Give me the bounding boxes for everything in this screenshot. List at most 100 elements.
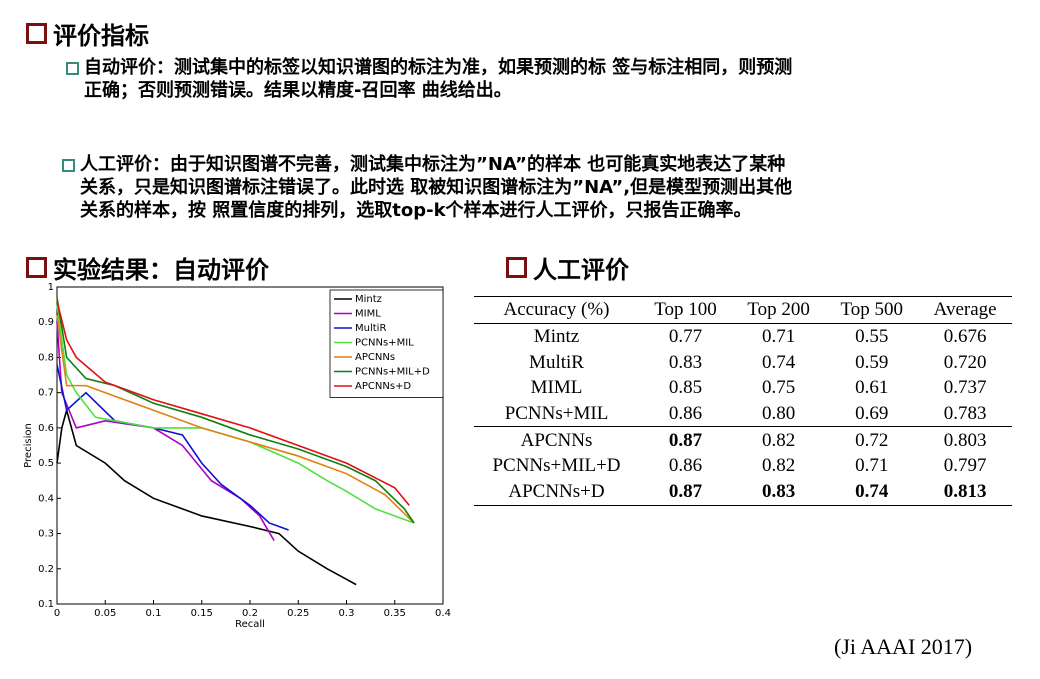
table-row: MIML 0.85 0.75 0.61 0.737 xyxy=(474,375,1012,401)
table-cell: 0.74 xyxy=(762,351,796,373)
table-cell: 0.87 xyxy=(639,426,733,454)
x-tick-label: 0 xyxy=(54,608,60,619)
table-cell: MIML xyxy=(530,377,583,399)
series-line xyxy=(56,315,415,524)
legend-label: PCNNs+MIL xyxy=(355,338,414,349)
table-cell: 0.86 xyxy=(668,403,703,425)
x-tick-label: 0.05 xyxy=(94,608,116,619)
table-row: APCNNs+D 0.87 0.83 0.74 0.813 xyxy=(474,478,1012,506)
table-cell: Top 500 xyxy=(825,296,919,324)
table-cell: 0.86 xyxy=(668,455,703,477)
series-line xyxy=(56,300,410,506)
table-cell: APCNNs+D xyxy=(474,478,639,506)
y-axis-label: Precision xyxy=(23,423,34,468)
bullet: 自动评价：测试集中的标签以知识谱图的标注为准，如果预测的标 签与标注相同，则预测… xyxy=(66,56,793,102)
table-cell: 0.676 xyxy=(943,326,987,348)
bullet-text: 正确；否则预测错误。结果以精度-召回率 曲线给出。 xyxy=(84,80,512,101)
series-line xyxy=(56,322,275,542)
table-row: Accuracy (%) Top 100 Top 200 Top 500 Average xyxy=(474,296,1012,324)
table-cell: MultiR xyxy=(529,351,584,373)
x-tick-label: 0.35 xyxy=(384,608,406,619)
results-table: Accuracy (%) Top 100 Top 200 Top 500 Average… xyxy=(474,296,1012,506)
table-cell: 0.803 xyxy=(918,426,1012,454)
legend-label: MultiR xyxy=(355,323,386,334)
y-tick-label: 0.1 xyxy=(38,599,54,610)
y-tick-label: 0.3 xyxy=(38,529,54,540)
table-cell: 0.75 xyxy=(762,377,796,399)
y-tick-label: 0.5 xyxy=(38,458,54,469)
table-cell: 0.720 xyxy=(943,351,987,373)
table-cell: 0.82 xyxy=(732,426,826,454)
table-cell: Accuracy (%) xyxy=(474,296,639,324)
series-line xyxy=(56,407,357,586)
table-cell: Top 100 xyxy=(639,296,733,324)
x-tick-label: 0.1 xyxy=(146,608,162,619)
table-row: PCNNs+MIL+D 0.86 0.82 0.71 0.797 xyxy=(474,453,1012,479)
bullet: 人工评价：由于知识图谱不完善，测试集中标注为”NA”的样本 也可能真实地表达了某… xyxy=(62,153,793,222)
x-tick-label: 0.4 xyxy=(435,608,451,619)
legend-label: MIML xyxy=(355,309,381,320)
table-cell: 0.783 xyxy=(943,403,987,425)
table-cell: 0.69 xyxy=(855,403,889,425)
table-row: Mintz 0.77 0.71 0.55 0.676 xyxy=(474,323,1012,349)
table-cell: 0.74 xyxy=(825,478,919,506)
table-cell: Average xyxy=(918,296,1012,324)
bullet-text: 关系，只是知识图谱标注错误了。此时选 取被知识图谱标注为”NA”,但是模型预测出… xyxy=(80,177,793,198)
y-tick-label: 1 xyxy=(48,282,54,293)
x-tick-label: 0.2 xyxy=(242,608,258,619)
bullet-text: ：测试集中的标签以知识谱图的标注为准，如果预测的标 签与标注相同，则预测 xyxy=(156,57,793,78)
chart: 0 0.05 0.1 0.15 0.2 0.25 0.3 0.35 0.4 0.1 0.2 0.3 0.… xyxy=(23,282,451,630)
table-cell: 0.83 xyxy=(732,478,826,506)
x-tick-label: 0.25 xyxy=(287,608,309,619)
series-line xyxy=(56,364,289,531)
y-tick-label: 0.6 xyxy=(38,423,54,434)
heading-text: 评价指标 xyxy=(53,22,149,50)
table-cell: 0.82 xyxy=(762,455,796,477)
legend-label: APCNNs+D xyxy=(355,381,411,392)
table-cell: 0.71 xyxy=(762,326,796,348)
table-row: MultiR 0.83 0.74 0.59 0.720 xyxy=(474,349,1012,375)
x-tick-label: 0.15 xyxy=(191,608,213,619)
heading: 评价指标 xyxy=(26,16,149,51)
bullet-label: 人工评价 xyxy=(80,154,152,175)
heading: 人工评价 xyxy=(506,250,629,285)
table-cell: Mintz xyxy=(533,326,580,348)
legend-label: Mintz xyxy=(355,294,382,305)
table-cell: 0.87 xyxy=(639,478,733,506)
table-cell: 0.71 xyxy=(855,455,889,477)
table-cell: APCNNs xyxy=(474,426,639,454)
table-cell: 0.797 xyxy=(943,455,987,477)
y-tick-label: 0.9 xyxy=(38,317,54,328)
heading: 实验结果：自动评价 xyxy=(26,250,269,285)
y-tick-label: 0.2 xyxy=(38,564,54,575)
y-tick-label: 0.8 xyxy=(38,352,54,363)
y-tick-label: 0.7 xyxy=(38,388,54,399)
legend-label: PCNNs+MIL+D xyxy=(355,367,430,378)
citation: (Ji AAAI 2017) xyxy=(834,634,973,659)
table-cell: 0.83 xyxy=(668,351,703,373)
bullet-text: 关系的样本，按 照置信度的排列，选取top-k个样本进行人工评价，只报告正确率。 xyxy=(80,200,752,221)
y-tick-label: 0.4 xyxy=(38,493,54,504)
table-cell: PCNNs+MIL+D xyxy=(492,455,621,477)
table-cell: 0.80 xyxy=(762,403,796,425)
legend-box xyxy=(329,289,444,398)
table-cell: 0.77 xyxy=(668,326,703,348)
table-cell: 0.59 xyxy=(855,351,889,373)
bullet-label: 自动评价 xyxy=(84,57,156,78)
heading-text: 实验结果：自动评价 xyxy=(53,256,269,284)
table-cell: 0.737 xyxy=(943,377,987,399)
table-cell: 0.72 xyxy=(825,426,919,454)
series-line xyxy=(56,297,415,524)
bullet-text: ：由于知识图谱不完善，测试集中标注为”NA”的样本 也可能真实地表达了某种 xyxy=(152,154,786,175)
table-cell: PCNNs+MIL xyxy=(504,403,609,425)
heading-text: 人工评价 xyxy=(533,256,629,284)
table-cell: Top 200 xyxy=(732,296,826,324)
x-tick-label: 0.3 xyxy=(339,608,355,619)
table-cell: 0.85 xyxy=(668,377,703,399)
legend-label: APCNNs xyxy=(355,352,395,363)
x-axis-label: Recall xyxy=(235,619,265,630)
table-row: PCNNs+MIL 0.86 0.80 0.69 0.783 xyxy=(474,401,1012,427)
table-row: APCNNs 0.87 0.82 0.72 0.803 xyxy=(474,426,1012,454)
table-cell: 0.61 xyxy=(855,377,889,399)
